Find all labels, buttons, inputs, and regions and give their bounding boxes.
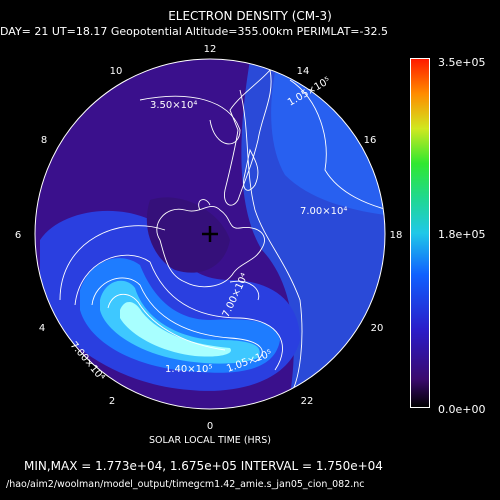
colorbar-gradient xyxy=(411,59,429,407)
coast-fragment xyxy=(198,199,211,211)
density-peak-middle xyxy=(100,280,260,364)
contour-line xyxy=(289,79,385,211)
map-border xyxy=(34,58,386,410)
contour-line xyxy=(59,225,166,301)
colorbar-max-label: 3.5e+05 xyxy=(438,56,486,69)
colorbar-min-label: 0.0e+00 xyxy=(438,403,486,416)
local-time-label-8: 8 xyxy=(41,135,47,146)
dayside-inner-region xyxy=(271,72,385,215)
contour-line xyxy=(74,254,283,371)
local-time-label-12: 12 xyxy=(204,44,217,55)
contour-label: 3.50×10⁴ xyxy=(150,100,197,111)
axis-title: SOLAR LOCAL TIME (HRS) xyxy=(148,435,272,446)
plot-title: ELECTRON DENSITY (CM-3) xyxy=(168,9,332,23)
coastlines xyxy=(156,68,272,288)
local-time-label-18: 18 xyxy=(390,230,403,241)
local-time-label-16: 16 xyxy=(364,135,377,146)
contour-line xyxy=(139,95,241,145)
contour-line xyxy=(239,89,303,396)
contour-lines xyxy=(59,79,385,396)
file-path: /hao/aim2/woolman/model_output/timegcm1.… xyxy=(6,479,365,490)
contour-label: 1.40×10⁵ xyxy=(165,364,212,375)
colorbar-mid-label: 1.8e+05 xyxy=(438,228,486,241)
minmax-readout: MIN,MAX = 1.773e+04, 1.675e+05 INTERVAL … xyxy=(24,459,383,473)
local-time-label-22: 22 xyxy=(301,396,314,407)
contour-line xyxy=(107,293,226,351)
local-time-label-0: 0 xyxy=(207,421,213,432)
contour-label: 7.00×10⁴ xyxy=(300,206,347,217)
south-america-outline xyxy=(224,68,272,206)
local-time-label-10: 10 xyxy=(110,66,123,77)
local-time-label-14: 14 xyxy=(297,66,310,77)
contour-line xyxy=(229,280,260,301)
polar-cap xyxy=(146,197,230,273)
colorbar xyxy=(410,58,430,408)
density-peak-core xyxy=(120,301,231,357)
coast-fragment xyxy=(243,148,259,191)
local-time-label-20: 20 xyxy=(371,323,384,334)
local-time-label-4: 4 xyxy=(39,323,45,334)
plot-subtitle: DAY= 21 UT=18.17 Geopotential Altitude=3… xyxy=(0,25,388,38)
local-time-label-2: 2 xyxy=(109,396,115,407)
local-time-label-6: 6 xyxy=(15,230,21,241)
contour-line xyxy=(91,277,263,363)
antarctica-outline xyxy=(156,206,265,288)
pole-marker xyxy=(202,226,218,242)
